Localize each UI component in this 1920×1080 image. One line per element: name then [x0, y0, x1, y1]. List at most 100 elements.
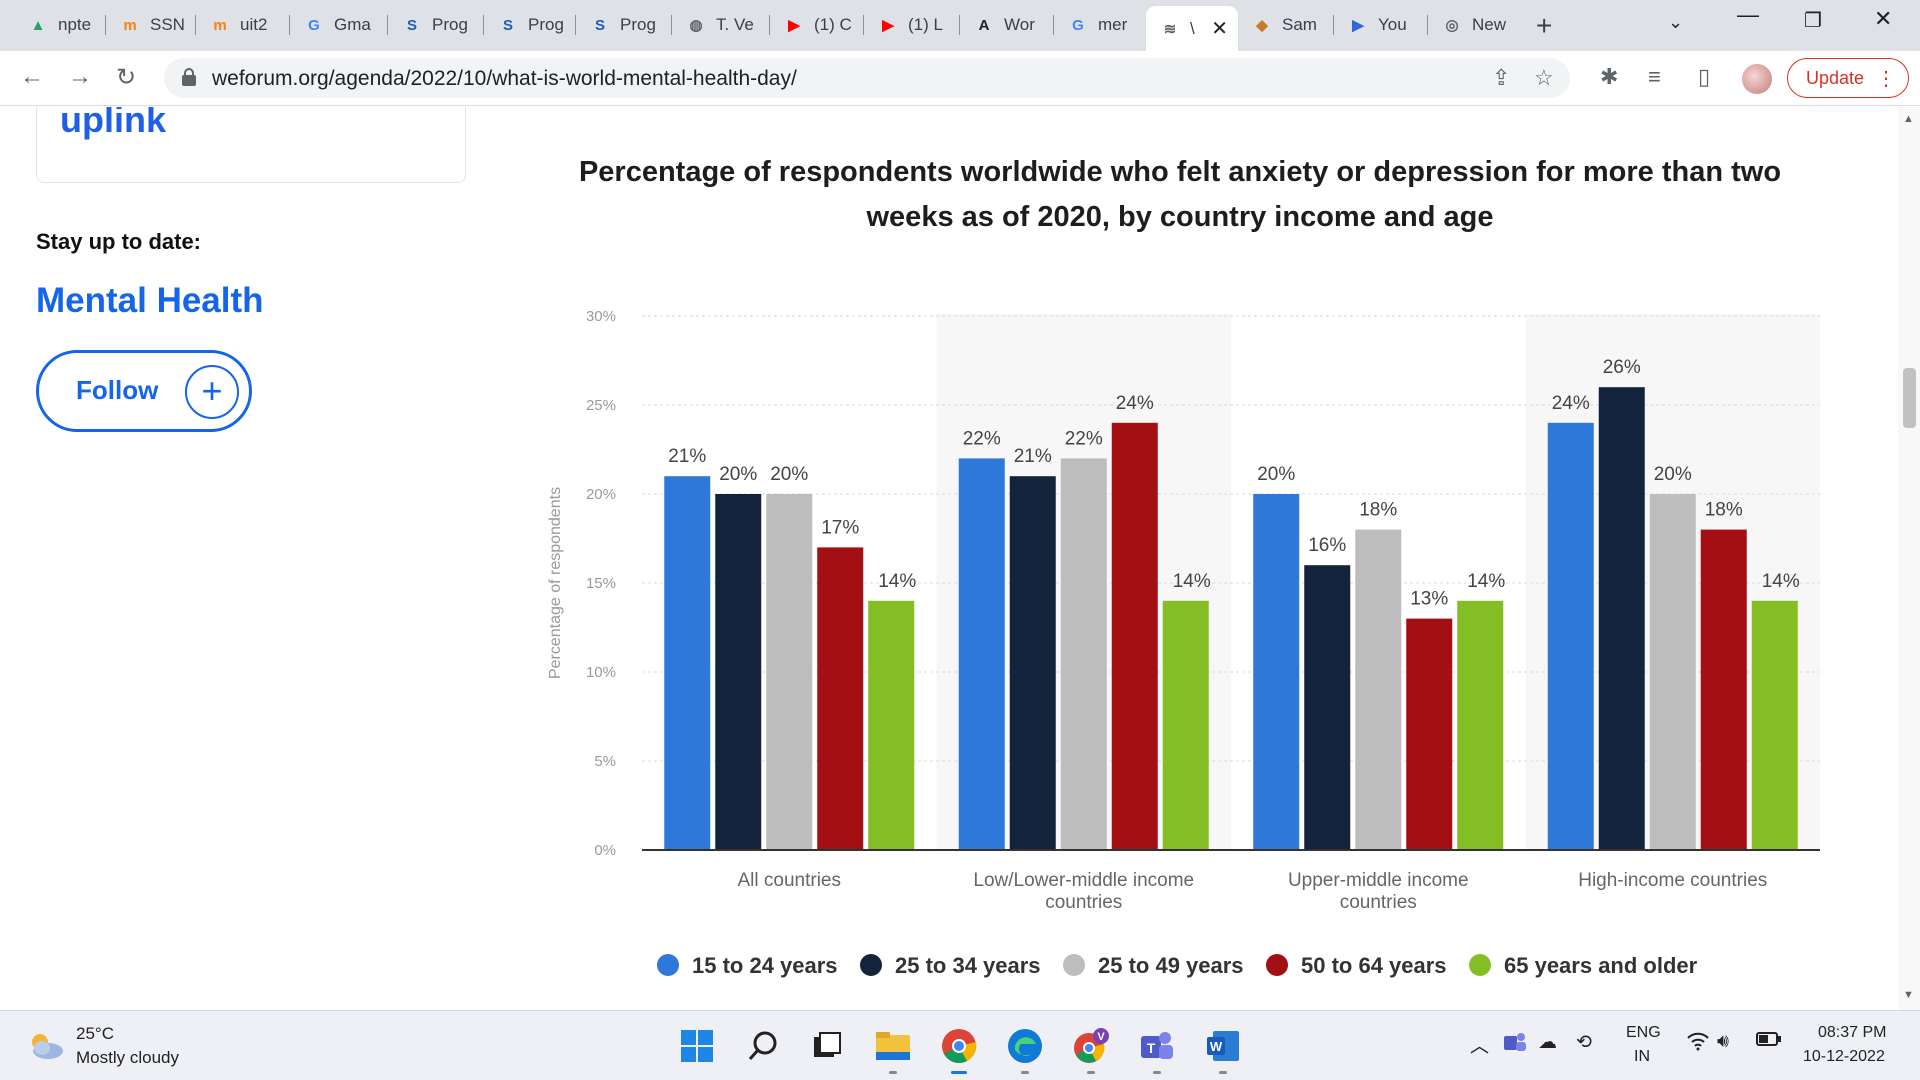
- browser-tab[interactable]: S Prog: [388, 8, 484, 42]
- weather-description[interactable]: Mostly cloudy: [76, 1048, 179, 1067]
- back-button[interactable]: ←: [20, 63, 44, 90]
- address-bar[interactable]: weforum.org/agenda/2022/10/what-is-world…: [164, 58, 1570, 98]
- data-label: 26%: [1603, 357, 1641, 378]
- y-tick-label: 30%: [586, 308, 616, 325]
- scroll-thumb[interactable]: [1903, 368, 1916, 428]
- update-label: Update: [1806, 68, 1865, 88]
- browser-tab[interactable]: ◎ New: [1428, 8, 1520, 42]
- tab-title: T. Ve: [716, 15, 754, 34]
- browser-tab[interactable]: G Gma: [290, 8, 388, 42]
- data-label: 22%: [963, 428, 1001, 449]
- browser-tab[interactable]: m uit2: [196, 8, 290, 42]
- lock-icon[interactable]: [182, 68, 196, 86]
- search-icon[interactable]: [744, 1027, 782, 1065]
- file-explorer-icon[interactable]: [874, 1027, 912, 1074]
- browser-tab[interactable]: S Prog: [576, 8, 672, 42]
- onedrive-icon[interactable]: ☁: [1538, 1032, 1557, 1053]
- battery-icon[interactable]: [1756, 1031, 1782, 1053]
- clock-time[interactable]: 08:37 PM: [1818, 1024, 1887, 1041]
- y-axis-label: Percentage of respondents: [547, 487, 564, 679]
- volume-icon[interactable]: 🔊︎: [1717, 1031, 1729, 1052]
- bookmark-star-icon[interactable]: ☆: [1534, 65, 1554, 90]
- forward-button[interactable]: →: [68, 63, 92, 90]
- browser-tab[interactable]: ▶ (1) L: [864, 8, 960, 42]
- running-indicator: [1153, 1071, 1161, 1074]
- language-indicator[interactable]: ENG: [1626, 1024, 1661, 1041]
- legend-label: 15 to 24 years: [692, 953, 838, 978]
- teams-icon[interactable]: T: [1138, 1027, 1176, 1074]
- wifi-icon[interactable]: [1686, 1031, 1710, 1057]
- browser-tab[interactable]: ▶ (1) C: [770, 8, 864, 42]
- tab-search-icon[interactable]: ⌄: [1668, 12, 1684, 32]
- stay-up-to-date-label: Stay up to date:: [36, 229, 202, 254]
- side-panel-icon[interactable]: ▯: [1698, 64, 1711, 89]
- chrome-icon: ◎: [1445, 17, 1459, 34]
- clock-date[interactable]: 10-12-2022: [1803, 1048, 1885, 1065]
- browser-tab[interactable]: A Wor: [960, 8, 1054, 42]
- browser-toolbar: ← → ↻ weforum.org/agenda/2022/10/what-is…: [0, 51, 1920, 106]
- scroll-down-icon[interactable]: ▼: [1903, 989, 1914, 1001]
- s-logo-icon: S: [406, 16, 417, 34]
- running-indicator: [1219, 1071, 1227, 1074]
- sync-icon[interactable]: ⟲: [1576, 1032, 1592, 1053]
- browser-tab[interactable]: S Prog: [484, 8, 576, 42]
- data-label: 18%: [1705, 500, 1743, 521]
- reload-button[interactable]: ↻: [116, 64, 137, 91]
- region-indicator[interactable]: IN: [1634, 1048, 1650, 1065]
- x-tick-label: Low/Lower-middle income countries: [973, 870, 1194, 913]
- running-indicator: [1087, 1071, 1095, 1074]
- profile-avatar[interactable]: [1742, 64, 1772, 94]
- url-text[interactable]: weforum.org/agenda/2022/10/what-is-world…: [212, 67, 797, 90]
- bar: [1700, 529, 1747, 850]
- extensions-icon[interactable]: ✱: [1600, 64, 1619, 89]
- browser-tab[interactable]: m SSN: [106, 8, 196, 42]
- tab-separator: [575, 15, 576, 35]
- share-icon[interactable]: ⇪: [1492, 65, 1511, 90]
- y-tick-label: 5%: [594, 753, 616, 770]
- update-button[interactable]: Update ⋮: [1787, 58, 1909, 98]
- minimize-button[interactable]: —: [1737, 2, 1759, 27]
- browser-tab[interactable]: ▲ npte: [14, 8, 106, 42]
- running-indicator: [889, 1071, 897, 1074]
- browser-tab[interactable]: ≋ \ ✕: [1146, 6, 1238, 51]
- browser-tab[interactable]: ▶ You: [1334, 8, 1428, 42]
- bar: [664, 476, 711, 850]
- running-indicator: [1021, 1071, 1029, 1074]
- chrome-icon[interactable]: [940, 1027, 978, 1074]
- weather-cloud-icon[interactable]: [26, 1031, 66, 1061]
- teams-tray-icon[interactable]: [1503, 1031, 1527, 1059]
- tab-title: (1) C: [814, 15, 852, 34]
- show-hidden-icons-icon[interactable]: ︿: [1470, 1036, 1490, 1057]
- word-icon[interactable]: W: [1204, 1027, 1242, 1074]
- youtube-icon: ▶: [882, 17, 894, 34]
- task-view-icon[interactable]: [808, 1027, 846, 1065]
- uplink-card-label[interactable]: uplink: [60, 107, 166, 140]
- page-viewport: uplink Stay up to date: Mental Health Fo…: [0, 107, 1898, 1010]
- topic-link[interactable]: Mental Health: [36, 281, 264, 320]
- scrollbar[interactable]: ▲ ▼: [1898, 107, 1920, 1010]
- data-label: 14%: [1467, 571, 1505, 592]
- browser-tab[interactable]: ◍ T. Ve: [672, 8, 770, 42]
- restore-button[interactable]: ❐: [1804, 10, 1822, 32]
- scroll-up-icon[interactable]: ▲: [1903, 113, 1914, 125]
- tab-separator: [289, 15, 290, 35]
- close-tab-icon[interactable]: ✕: [1211, 18, 1228, 40]
- data-label: 17%: [821, 517, 859, 538]
- x-tick-label: High-income countries: [1578, 870, 1767, 891]
- bar: [1304, 565, 1351, 850]
- start-windows-icon[interactable]: [678, 1027, 716, 1065]
- weather-temperature[interactable]: 25°C: [76, 1024, 114, 1043]
- edge-icon[interactable]: [1006, 1027, 1044, 1074]
- data-label: 14%: [1762, 571, 1800, 592]
- legend-swatch: [860, 954, 882, 976]
- chrome-profile-icon[interactable]: V: [1072, 1027, 1110, 1074]
- browser-tab[interactable]: ◆ Sam: [1238, 8, 1334, 42]
- close-window-button[interactable]: ✕: [1874, 6, 1893, 31]
- legend-swatch: [1469, 954, 1491, 976]
- follow-button[interactable]: Follow +: [36, 350, 252, 432]
- reading-list-icon[interactable]: ≡: [1648, 64, 1661, 89]
- new-tab-button[interactable]: +: [1536, 10, 1553, 41]
- data-label: 14%: [878, 571, 916, 592]
- menu-kebab-icon: ⋮: [1876, 68, 1896, 90]
